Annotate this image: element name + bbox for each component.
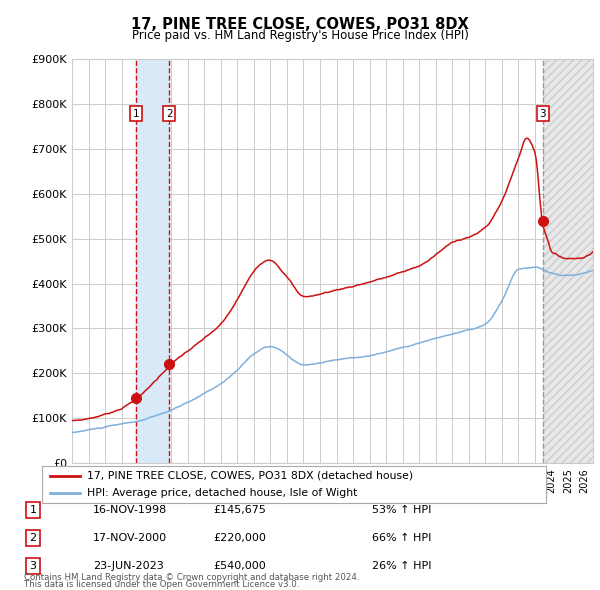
Text: 17-NOV-2000: 17-NOV-2000: [93, 533, 167, 543]
Text: 17, PINE TREE CLOSE, COWES, PO31 8DX (detached house): 17, PINE TREE CLOSE, COWES, PO31 8DX (de…: [88, 471, 413, 480]
Text: £220,000: £220,000: [214, 533, 266, 543]
Text: 53% ↑ HPI: 53% ↑ HPI: [372, 506, 431, 515]
Bar: [543, 59, 593, 463]
Bar: [136, 59, 169, 463]
Text: This data is licensed under the Open Government Licence v3.0.: This data is licensed under the Open Gov…: [24, 580, 299, 589]
Text: 26% ↑ HPI: 26% ↑ HPI: [372, 561, 431, 571]
Text: 3: 3: [539, 109, 546, 119]
Text: 1: 1: [133, 109, 139, 119]
Text: 66% ↑ HPI: 66% ↑ HPI: [372, 533, 431, 543]
Text: Price paid vs. HM Land Registry's House Price Index (HPI): Price paid vs. HM Land Registry's House …: [131, 30, 469, 42]
Text: £540,000: £540,000: [214, 561, 266, 571]
Text: 2: 2: [166, 109, 173, 119]
Text: 17, PINE TREE CLOSE, COWES, PO31 8DX: 17, PINE TREE CLOSE, COWES, PO31 8DX: [131, 17, 469, 31]
Text: 16-NOV-1998: 16-NOV-1998: [93, 506, 167, 515]
Text: £145,675: £145,675: [214, 506, 266, 515]
Text: Contains HM Land Registry data © Crown copyright and database right 2024.: Contains HM Land Registry data © Crown c…: [24, 573, 359, 582]
Bar: [543, 59, 593, 463]
Text: 23-JUN-2023: 23-JUN-2023: [93, 561, 164, 571]
Text: 3: 3: [29, 561, 37, 571]
Text: 1: 1: [29, 506, 37, 515]
Text: HPI: Average price, detached house, Isle of Wight: HPI: Average price, detached house, Isle…: [88, 488, 358, 497]
Text: 2: 2: [29, 533, 37, 543]
